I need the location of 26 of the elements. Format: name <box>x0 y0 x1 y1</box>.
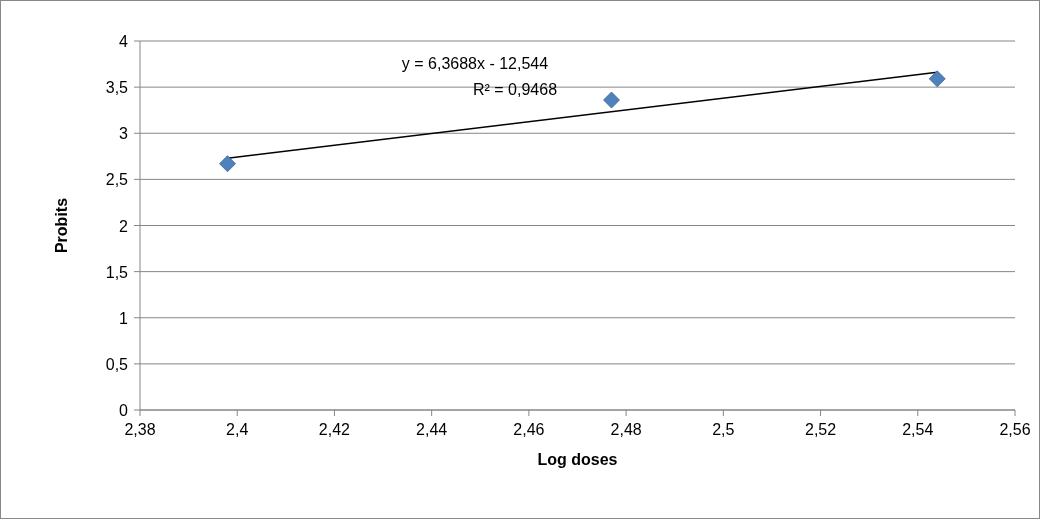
point <box>928 70 946 88</box>
y-tick-label: 0,5 <box>105 355 129 373</box>
x-tick-label: 2,44 <box>416 421 448 438</box>
x-tick-label: 2,54 <box>902 421 934 438</box>
annotation: R² = 0,9468 <box>472 81 558 98</box>
y-tick-label: 2 <box>119 217 129 235</box>
x-axis-title: Log doses <box>537 451 618 468</box>
y-tick-label: 3,5 <box>105 79 129 97</box>
y-tick-label: 0 <box>119 402 129 419</box>
x-tick-label: 2,42 <box>318 421 351 438</box>
x-tick-label: 2,5 <box>712 421 735 438</box>
y-tick-label: 1 <box>119 309 129 327</box>
x-tick-label: 2,52 <box>804 421 837 438</box>
y-tick-label: 2,5 <box>105 171 129 189</box>
y-tick-label: 1,5 <box>105 263 129 281</box>
annotation: y = 6,3688x - 12,544 <box>401 55 549 72</box>
x-tick-label: 2,46 <box>513 421 545 438</box>
x-tick-label: 2,48 <box>610 421 642 438</box>
x-tick-label: 2,38 <box>124 421 156 438</box>
y-tick-label: 3 <box>119 125 129 143</box>
point <box>219 155 236 173</box>
x-tick-label: 2,56 <box>999 421 1031 438</box>
point <box>603 91 620 109</box>
y-tick-label: 4 <box>119 33 129 50</box>
x-tick-label: 2,4 <box>226 421 249 438</box>
y-axis-title: Probits <box>53 197 70 254</box>
